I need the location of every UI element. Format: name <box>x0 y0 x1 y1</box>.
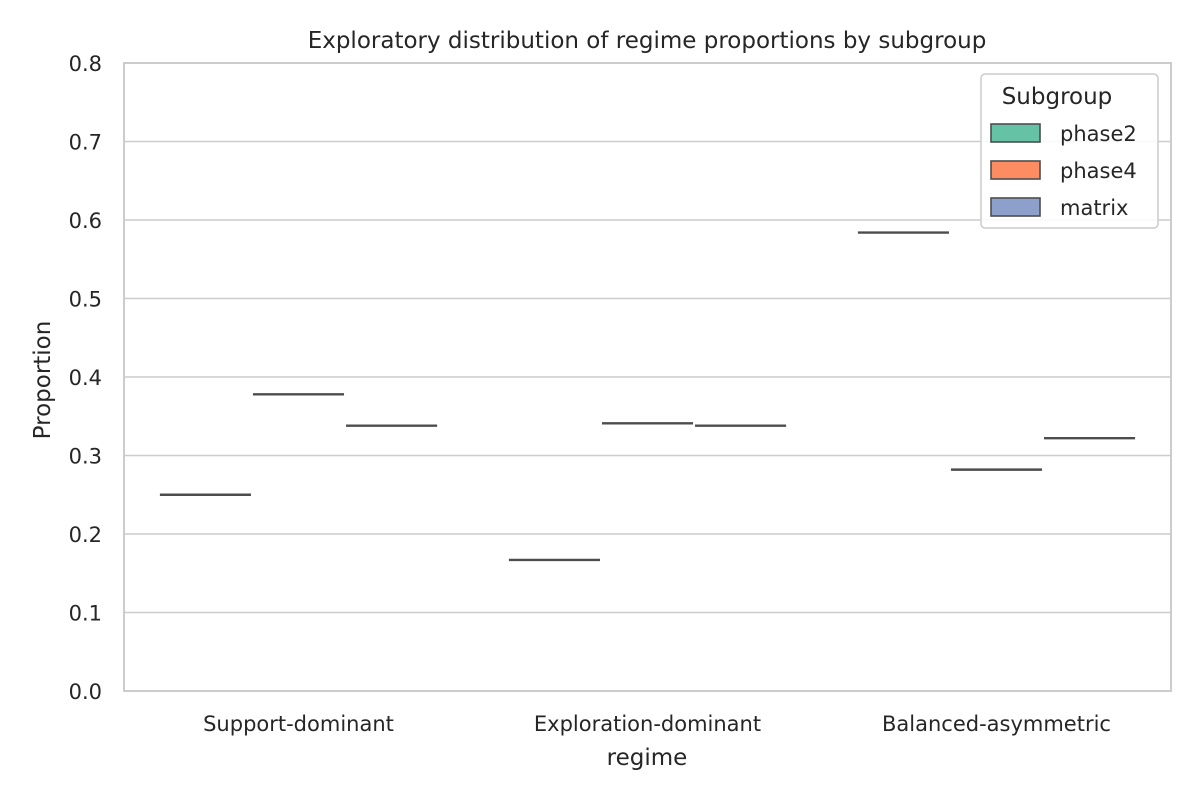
y-tick-label: 0.0 <box>69 680 102 704</box>
y-tick-label: 0.5 <box>69 288 102 312</box>
legend-swatch-matrix <box>990 197 1041 217</box>
legend-label-phase4: phase4 <box>1060 159 1137 183</box>
x-tick-labels: Support-dominant Exploration-dominant Bala… <box>203 712 1111 736</box>
y-tick-label: 0.6 <box>69 209 102 233</box>
y-tick-label: 0.8 <box>69 52 102 76</box>
legend-title: Subgroup <box>1002 84 1113 110</box>
legend-label-phase2: phase2 <box>1060 122 1137 146</box>
y-tick-label: 0.3 <box>69 445 102 469</box>
legend-swatch-phase4 <box>990 160 1041 180</box>
x-tick-label: Balanced-asymmetric <box>882 712 1111 736</box>
x-tick-label: Exploration-dominant <box>534 712 761 736</box>
legend-label-matrix: matrix <box>1060 196 1128 220</box>
y-axis-label: Proportion <box>30 321 56 440</box>
chart-title: Exploratory distribution of regime propo… <box>308 28 987 54</box>
x-tick-label: Support-dominant <box>203 712 394 736</box>
plot-frame <box>123 62 1172 692</box>
y-tick-label: 0.4 <box>69 366 102 390</box>
y-tick-labels: 0.0 0.1 0.2 0.3 0.4 0.5 0.6 0.7 0.8 <box>69 52 102 704</box>
legend-items: phase2 phase4 matrix <box>990 122 1137 220</box>
y-tick-label: 0.7 <box>69 131 102 155</box>
x-axis-label: regime <box>607 745 688 771</box>
legend-swatch-phase2 <box>990 123 1041 143</box>
y-tick-label: 0.1 <box>69 602 102 626</box>
legend: Subgroup phase2 phase4 matrix <box>980 73 1159 229</box>
y-tick-label: 0.2 <box>69 523 102 547</box>
legend-frame <box>980 73 1159 229</box>
box-marks <box>159 231 1136 562</box>
